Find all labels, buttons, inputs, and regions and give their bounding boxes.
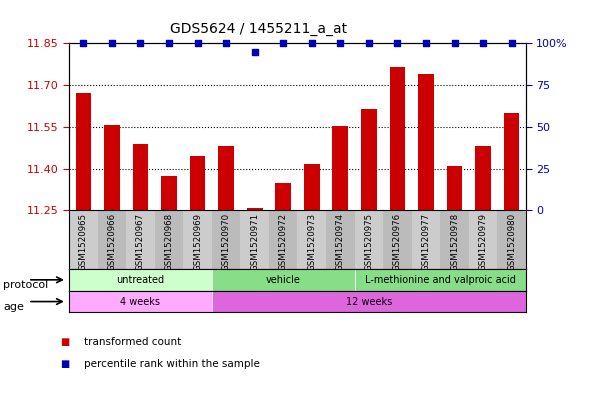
Bar (155, 210, 183, 269)
Text: GSM1520978: GSM1520978 (450, 213, 459, 272)
Text: vehicle: vehicle (266, 275, 300, 285)
Point (250, 48, 260, 55)
Point (278, 40, 288, 46)
Point (478, 40, 488, 46)
Text: age: age (3, 302, 24, 312)
Bar (475, 146, 491, 210)
Bar (190, 156, 206, 210)
Point (136, 40, 145, 46)
Bar (133, 143, 148, 210)
Text: GSM1520968: GSM1520968 (165, 213, 174, 272)
Point (107, 40, 117, 46)
Text: GSM1520975: GSM1520975 (364, 213, 373, 272)
Text: 4 weeks: 4 weeks (120, 297, 160, 307)
Text: GSM1520977: GSM1520977 (421, 213, 430, 272)
Bar (212, 269, 355, 291)
Point (507, 40, 516, 46)
Bar (440, 210, 469, 269)
Bar (98, 210, 126, 269)
Bar (355, 269, 526, 291)
Text: untreated: untreated (117, 275, 165, 285)
Bar (183, 210, 212, 269)
Point (421, 40, 431, 46)
Bar (69, 210, 97, 269)
Bar (504, 113, 519, 210)
Bar (383, 210, 412, 269)
Bar (212, 210, 240, 269)
Bar (418, 74, 434, 210)
Bar (69, 269, 212, 291)
Bar (412, 210, 440, 269)
Point (307, 40, 317, 46)
Text: GSM1520972: GSM1520972 (279, 213, 288, 272)
Point (335, 40, 345, 46)
Bar (469, 210, 498, 269)
Bar (447, 166, 462, 210)
Bar (389, 67, 405, 210)
Text: GSM1520965: GSM1520965 (79, 213, 88, 272)
Text: 12 weeks: 12 weeks (346, 297, 392, 307)
Bar (76, 94, 91, 210)
Point (193, 40, 203, 46)
Text: ■: ■ (60, 358, 69, 369)
Text: GSM1520969: GSM1520969 (193, 213, 202, 271)
Bar (161, 176, 177, 210)
Text: GSM1520967: GSM1520967 (136, 213, 145, 272)
Point (392, 40, 402, 46)
Text: L-methionine and valproic acid: L-methionine and valproic acid (365, 275, 516, 285)
Bar (297, 210, 326, 269)
Bar (361, 109, 377, 210)
Text: ■: ■ (60, 337, 69, 347)
Text: GSM1520966: GSM1520966 (108, 213, 117, 272)
Bar (355, 210, 383, 269)
Bar (218, 146, 234, 210)
Point (164, 40, 174, 46)
Point (450, 40, 459, 46)
Text: GSM1520980: GSM1520980 (507, 213, 516, 272)
Bar (326, 210, 355, 269)
Text: GSM1520976: GSM1520976 (393, 213, 402, 272)
Point (364, 40, 374, 46)
Point (221, 40, 231, 46)
Text: GSM1520970: GSM1520970 (222, 213, 231, 272)
Bar (304, 164, 320, 210)
Text: GSM1520974: GSM1520974 (336, 213, 345, 272)
Bar (212, 291, 526, 312)
Text: GSM1520971: GSM1520971 (250, 213, 259, 272)
Text: transformed count: transformed count (84, 337, 182, 347)
Text: percentile rank within the sample: percentile rank within the sample (84, 358, 260, 369)
Bar (69, 291, 212, 312)
Text: protocol: protocol (3, 280, 48, 290)
Bar (269, 210, 297, 269)
Bar (104, 125, 120, 210)
Bar (275, 183, 291, 210)
Point (79, 40, 88, 46)
Bar (247, 208, 263, 210)
Bar (332, 126, 348, 210)
Text: GDS5624 / 1455211_a_at: GDS5624 / 1455211_a_at (170, 22, 347, 36)
Text: GSM1520979: GSM1520979 (478, 213, 487, 271)
Bar (240, 210, 269, 269)
Bar (126, 210, 155, 269)
Text: GSM1520973: GSM1520973 (307, 213, 316, 272)
Bar (498, 210, 526, 269)
